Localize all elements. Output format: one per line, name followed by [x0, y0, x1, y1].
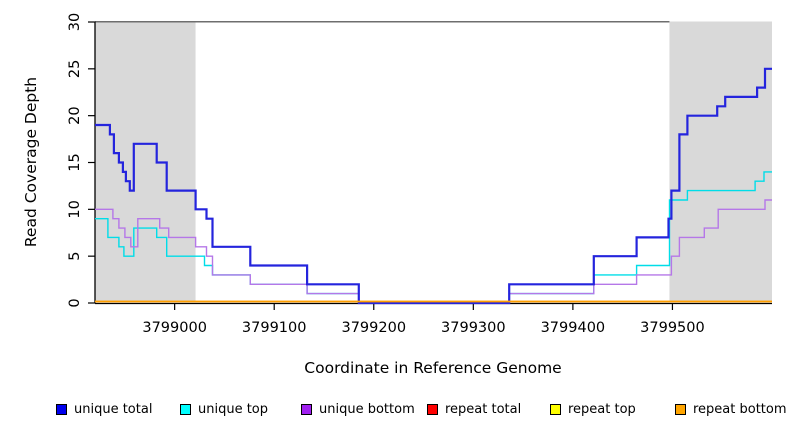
y-tick-label: 20 — [67, 106, 83, 124]
x-tick-label: 3799300 — [441, 320, 506, 336]
series-line-unique-total — [95, 67, 772, 305]
shaded-region-0 — [95, 21, 196, 302]
legend-label: unique total — [74, 401, 153, 417]
legend-swatch-unique-total — [56, 403, 67, 415]
y-tick-label: 5 — [67, 252, 83, 261]
legend-swatch-repeat-total — [427, 403, 438, 415]
y-tick-label: 10 — [67, 200, 83, 218]
legend-label: unique bottom — [319, 401, 415, 417]
legend-item-unique-top: unique top — [180, 399, 268, 419]
legend-swatch-unique-top — [180, 403, 191, 415]
x-tick-label: 3799100 — [242, 320, 307, 336]
legend: unique total unique top unique bottom repea… — [0, 399, 792, 423]
y-tick-label: 30 — [67, 13, 83, 31]
legend-item-repeat-top: repeat top — [550, 399, 636, 419]
x-tick-label: 3799200 — [341, 320, 406, 336]
legend-swatch-repeat-top — [550, 403, 561, 415]
legend-label: repeat total — [445, 401, 522, 417]
y-tick-label: 25 — [67, 60, 83, 78]
series-line-unique-bottom — [95, 199, 772, 304]
legend-swatch-unique-bottom — [301, 403, 312, 415]
x-tick-label: 3799400 — [541, 320, 606, 336]
x-tick-label: 3799500 — [640, 320, 705, 336]
legend-item-repeat-total: repeat total — [427, 399, 521, 419]
coverage-chart: 3799000 3799100 3799200 3799300 3799400 37995… — [67, 13, 772, 336]
y-axis-title: Read Coverage Depth — [22, 76, 40, 248]
shaded-region-1 — [669, 21, 772, 302]
legend-item-unique-total: unique total — [56, 399, 152, 419]
legend-label: unique top — [198, 401, 269, 417]
y-tick-label: 0 — [67, 298, 83, 307]
x-axis-title: Coordinate in Reference Genome — [304, 359, 562, 377]
legend-item-unique-bottom: unique bottom — [301, 399, 415, 419]
x-tick-label: 3799000 — [142, 320, 207, 336]
legend-label: repeat top — [568, 401, 636, 417]
legend-label: repeat bottom — [693, 401, 787, 417]
legend-swatch-repeat-bottom — [675, 403, 686, 415]
y-tick-label: 15 — [67, 153, 83, 171]
legend-item-repeat-bottom: repeat bottom — [675, 399, 787, 419]
